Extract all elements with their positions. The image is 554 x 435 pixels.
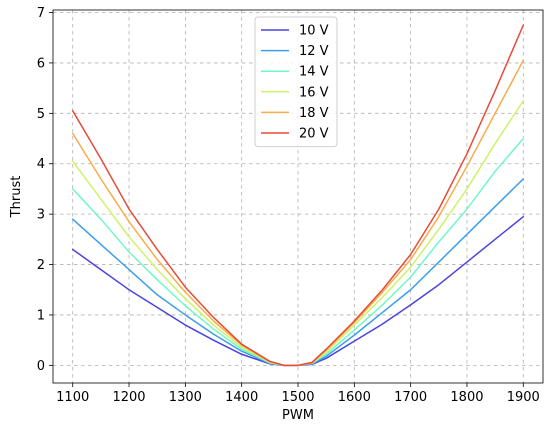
- x-tick-label: 1900: [507, 390, 540, 405]
- x-axis-ticks: 1100 1200 1300 1400 1500 1600 1700 1800 1900: [56, 383, 540, 405]
- y-tick-label: 1: [37, 308, 45, 323]
- x-tick-label: 1700: [394, 390, 427, 405]
- legend-entry: 12 V: [299, 44, 329, 59]
- legend-box: [254, 16, 338, 148]
- y-tick-label: 0: [37, 359, 45, 374]
- x-tick-label: 1300: [169, 390, 202, 405]
- x-tick-label: 1500: [281, 390, 314, 405]
- x-tick-label: 1400: [225, 390, 258, 405]
- y-axis-ticks: 0 1 2 3 4 5 6 7: [37, 6, 53, 374]
- y-tick-label: 2: [37, 258, 45, 273]
- y-tick-label: 5: [37, 107, 45, 122]
- y-tick-label: 6: [37, 56, 45, 71]
- x-tick-label: 1800: [450, 390, 483, 405]
- y-tick-label: 7: [37, 6, 45, 21]
- series-line-20v: [71, 24, 525, 367]
- legend-entry: 10 V: [299, 24, 329, 39]
- legend-entry: 16 V: [299, 85, 329, 100]
- series-lines: [71, 24, 525, 367]
- x-axis-label: PWM: [282, 408, 314, 423]
- y-tick-label: 4: [37, 157, 45, 172]
- legend-entry: 20 V: [299, 127, 329, 142]
- legend: 10 V 12 V 14 V 16 V 18 V 20 V: [254, 16, 338, 148]
- x-tick-label: 1200: [112, 390, 145, 405]
- legend-entry: 18 V: [299, 106, 329, 121]
- legend-entry: 14 V: [299, 65, 329, 80]
- y-axis-label: Thrust: [9, 176, 24, 219]
- x-tick-label: 1600: [338, 390, 371, 405]
- x-tick-label: 1100: [56, 390, 89, 405]
- y-tick-label: 3: [37, 208, 45, 223]
